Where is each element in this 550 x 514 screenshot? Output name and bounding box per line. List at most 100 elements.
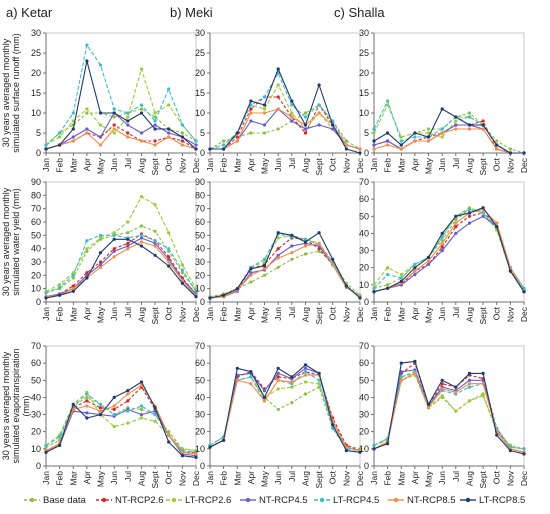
data-point — [139, 416, 144, 420]
data-point — [180, 131, 184, 135]
x-tick-label: Nov — [177, 157, 187, 173]
data-point — [399, 276, 403, 280]
data-point — [276, 378, 280, 382]
x-tick-label: Sept — [478, 157, 488, 175]
series-line-lt-rcp2-6 — [45, 68, 197, 146]
y-tick-label: 0 — [364, 148, 369, 158]
data-point — [112, 404, 116, 408]
y-axis-label: 30 years averaged monthly — [1, 351, 11, 460]
data-point — [290, 385, 294, 389]
data-point — [508, 151, 512, 155]
y-tick-label: 70 — [359, 177, 369, 187]
data-point — [386, 266, 390, 270]
series-line-nt-rcp2-6 — [45, 124, 197, 150]
data-point — [467, 382, 472, 386]
data-point — [481, 123, 485, 127]
x-tick-label: Apr — [246, 471, 256, 484]
data-point — [249, 370, 253, 374]
x-tick-label: Jul — [451, 158, 461, 169]
data-point — [440, 378, 444, 382]
y-tick-label: 70 — [359, 341, 369, 351]
data-point — [71, 287, 75, 291]
x-tick-label: Feb — [383, 158, 393, 173]
x-tick-label: Feb — [55, 307, 65, 322]
x-tick-label: May — [260, 157, 270, 174]
y-tick-label: 30 — [195, 257, 205, 267]
data-point — [180, 281, 184, 285]
x-tick-label: Dec — [355, 157, 365, 173]
data-point — [331, 423, 335, 427]
data-point — [85, 107, 89, 111]
series-line-nt-rcp2-6 — [209, 371, 361, 452]
data-point — [426, 127, 431, 131]
data-point — [413, 139, 417, 143]
data-point — [303, 111, 308, 115]
x-tick-label: May — [96, 306, 106, 323]
x-tick-label: Jan — [41, 471, 51, 485]
y-tick-label: 60 — [195, 358, 205, 368]
legend-marker — [245, 497, 251, 503]
y-tick-label: 10 — [359, 108, 369, 118]
data-point — [386, 273, 390, 277]
y-tick-label: 70 — [31, 204, 41, 214]
legend-label: LT-RCP4.5 — [333, 495, 379, 506]
data-point — [262, 399, 267, 403]
data-point — [303, 123, 308, 127]
y-tick-label: 40 — [195, 244, 205, 254]
data-point — [126, 135, 130, 139]
data-point — [440, 394, 444, 398]
y-tick-label: 60 — [195, 217, 205, 227]
x-tick-label: Jan — [41, 307, 51, 321]
data-point — [249, 382, 253, 386]
x-tick-label: Aug — [300, 307, 310, 322]
series-line-nt-rcp8-5 — [373, 372, 525, 453]
data-point — [44, 450, 48, 454]
data-point — [139, 103, 144, 107]
data-point — [167, 255, 171, 259]
x-tick-label: Aug — [136, 307, 146, 322]
x-tick-label: Jul — [451, 307, 461, 318]
data-point — [303, 115, 308, 119]
data-point — [180, 268, 184, 272]
data-point — [167, 131, 171, 135]
data-point — [303, 131, 308, 135]
data-point — [276, 95, 280, 99]
data-point — [262, 257, 267, 261]
x-tick-label: Nov — [341, 306, 351, 322]
series-line-base-data — [209, 104, 361, 150]
data-point — [112, 413, 116, 417]
data-point — [262, 111, 267, 115]
y-tick-label: 30 — [31, 257, 41, 267]
y-tick-label: 5 — [364, 128, 369, 138]
data-point — [276, 366, 280, 370]
data-point — [112, 233, 116, 237]
y-tick-label: 0 — [36, 148, 41, 158]
x-tick-label: Nov — [341, 157, 351, 173]
data-point — [276, 407, 280, 411]
data-point — [71, 276, 75, 280]
legend-marker — [465, 497, 471, 503]
data-point — [222, 147, 226, 151]
data-point — [276, 107, 280, 111]
data-point — [71, 135, 75, 139]
data-point — [235, 139, 239, 143]
data-point — [153, 419, 157, 423]
data-point — [71, 119, 75, 123]
x-tick-label: Jun — [273, 307, 283, 321]
data-point — [399, 139, 403, 143]
y-tick-label: 20 — [359, 263, 369, 273]
data-point — [372, 283, 376, 287]
data-point — [481, 214, 485, 218]
x-tick-label: May — [424, 157, 434, 174]
data-point — [98, 123, 103, 127]
data-point — [454, 231, 458, 235]
plot-frame — [373, 345, 525, 467]
x-tick-label: Oct — [328, 306, 338, 320]
data-point — [372, 147, 376, 151]
y-tick-label: 20 — [195, 427, 205, 437]
data-point — [112, 395, 116, 399]
data-point — [85, 43, 89, 47]
data-point — [426, 406, 431, 410]
x-tick-label: Jun — [437, 307, 447, 321]
x-tick-label: Dec — [519, 157, 529, 173]
